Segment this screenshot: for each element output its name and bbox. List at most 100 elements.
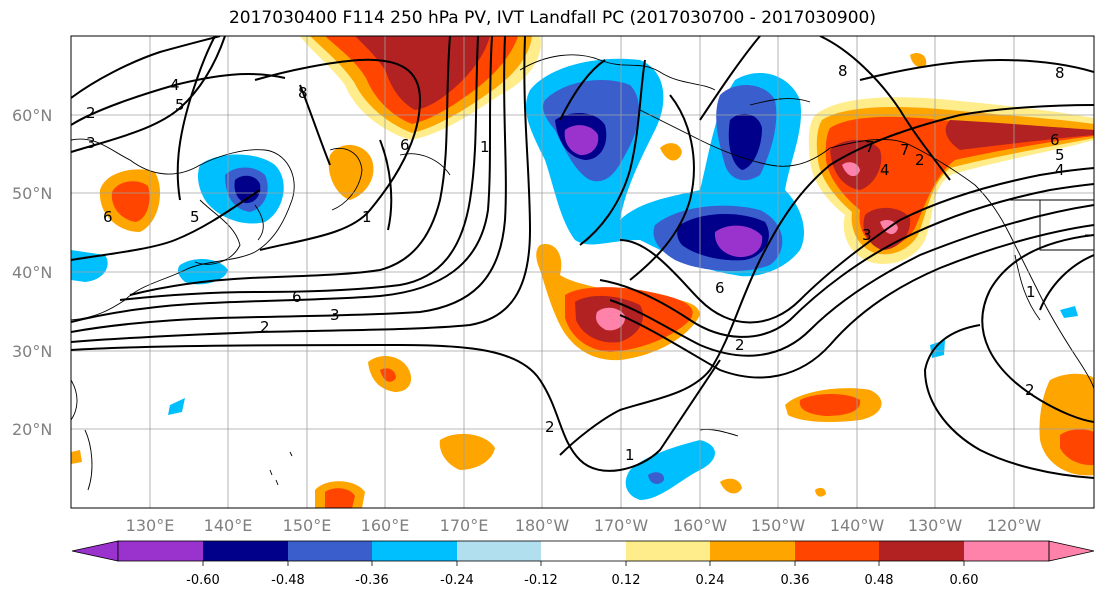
contour-label: 2 [545,418,555,436]
contour-label: 2 [86,104,96,122]
colorbar-segment [795,541,879,561]
positive-anomaly-region [325,488,355,508]
negative-anomaly-region [625,440,715,500]
positive-anomaly-region [660,143,682,161]
positive-anomaly-region [910,53,927,68]
map-area: 2 3 4 5 6 5 6 8 1 1 6 2 3 2 6 2 1 2 8 7 … [71,36,1094,508]
contour-label: 2 [915,151,925,169]
latitude-labels: 60°N 50°N 40°N 30°N 20°N [12,106,52,439]
contour-label: 5 [175,96,185,114]
lon-label: 130°E [126,516,175,535]
pv-contours [71,36,1094,479]
lon-label: 180°W [515,516,570,535]
colorbar-segment [964,541,1049,561]
lon-label: 160°E [361,516,410,535]
positive-anomaly-region [355,36,490,110]
colorbar-tick-label: -0.24 [440,573,474,588]
colorbar-tick-label: -0.48 [271,573,305,588]
longitude-labels: 130°E 140°E 150°E 160°E 170°E 180°W 170°… [126,516,1042,535]
lon-label: 160°W [673,516,728,535]
contour-label: 6 [715,279,725,297]
contour-label: 8 [298,84,308,102]
positive-anomaly-region [799,394,861,416]
lon-label: 170°E [440,516,489,535]
negative-anomaly-region [234,175,261,204]
contour-label: 4 [170,76,180,94]
contour-label: 1 [480,138,490,156]
lon-label: 120°W [987,516,1042,535]
positive-anomaly-region [380,368,396,382]
contour-labels: 2 3 4 5 6 5 6 8 1 1 6 2 3 2 6 2 1 2 8 7 … [86,62,1065,464]
map-frame [70,35,1095,509]
contour-label: 2 [1025,381,1035,399]
colorbar-segment [541,541,626,561]
colorbar-frame [117,540,1050,562]
negative-anomaly-region [930,340,945,358]
lon-label: 140°E [204,516,253,535]
contour-label: 2 [260,318,270,336]
lon-label: 150°W [751,516,806,535]
contour-label: 2 [735,336,745,354]
contour-label: 6 [103,208,113,226]
contour-label: 3 [330,306,340,324]
lat-label: 50°N [12,184,52,203]
colorbar-ticks [202,561,965,566]
colorbar-tick-label: 0.48 [865,573,894,588]
colorbar-extend-high [1048,540,1095,562]
colorbar-segment [203,541,288,561]
colorbar-tick-label: 0.24 [696,573,725,588]
positive-anomaly-region [596,307,626,331]
contour-label: 1 [625,446,635,464]
colorbar-segment [626,541,710,561]
positive-anomaly-region [71,450,82,464]
positive-anomaly-region [842,162,860,177]
colorbar-tick-label: 0.12 [612,573,641,588]
contour-label: 5 [1055,146,1065,164]
colorbar-tick-label: -0.36 [355,573,389,588]
coastlines [71,54,1094,491]
lat-label: 40°N [12,263,52,282]
positive-anomaly-region [1060,429,1094,466]
negative-anomaly-region [648,472,665,485]
colorbar-segment [288,541,372,561]
colorbar-segment [710,541,795,561]
lat-label: 30°N [12,342,52,361]
negative-anomaly-region [714,225,763,258]
colorbar-segment [372,541,457,561]
positive-anomaly-region [945,120,1094,150]
positive-anomaly-region [720,478,742,494]
figure-title: 2017030400 F114 250 hPa PV, IVT Landfall… [228,8,876,28]
positive-anomaly-region [111,181,150,222]
negative-anomaly-region [1060,306,1078,318]
contour-label: 6 [400,136,410,154]
colorbar-segment [118,541,203,561]
negative-anomaly-region [564,125,599,156]
contour-label: 7 [900,141,910,159]
contour-label: 8 [838,62,848,80]
colorbar-segment [879,541,964,561]
colorbar-extend-low [71,540,119,562]
contour-label: 3 [862,226,872,244]
colorbar-tick-label: 0.60 [950,573,979,588]
negative-anomaly-region [168,398,185,415]
contour-label: 1 [1026,283,1036,301]
contour-label: 4 [880,161,890,179]
lat-label: 60°N [12,106,52,125]
lon-label: 170°W [594,516,649,535]
colorbar-tick-label: 0.36 [781,573,810,588]
contour-label: 5 [190,208,200,226]
contour-label: 7 [865,138,875,156]
contour-label: 6 [1050,131,1060,149]
lat-label: 20°N [12,420,52,439]
positive-anomaly-region [439,433,495,470]
contour-label: 8 [1055,64,1065,82]
contour-label: 3 [86,134,96,152]
gridlines [71,36,1094,508]
colorbar-segment [457,541,541,561]
lon-label: 150°E [283,516,332,535]
colorbar-tick-label: -0.12 [524,573,558,588]
lon-label: 140°W [830,516,885,535]
contour-label: 4 [1055,161,1065,179]
lon-label: 130°W [908,516,963,535]
